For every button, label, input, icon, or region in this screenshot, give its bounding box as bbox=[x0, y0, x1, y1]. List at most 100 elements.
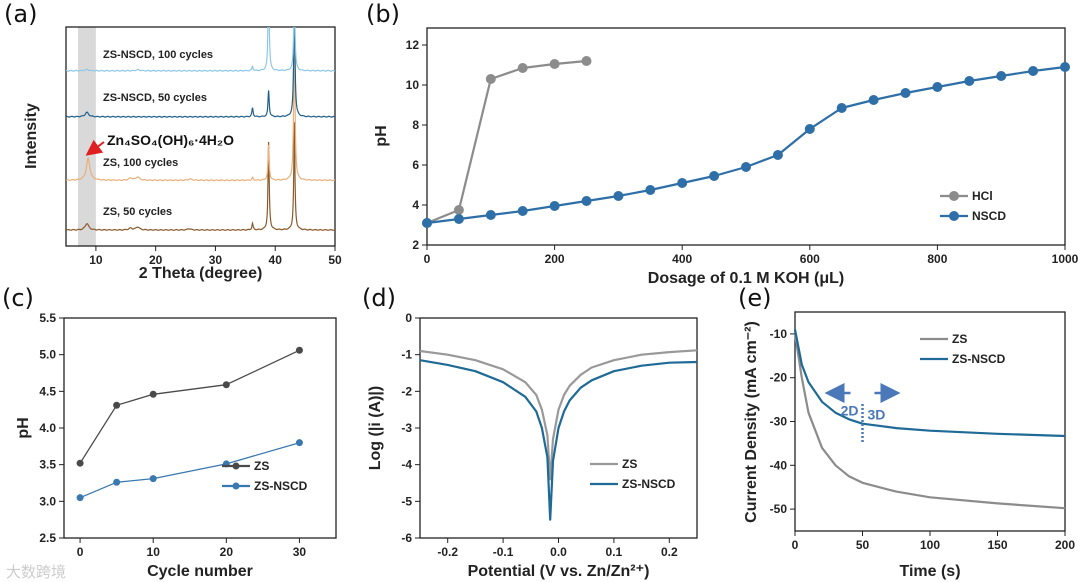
x-tick-label: 40 bbox=[269, 253, 283, 267]
y-tick-label: -6 bbox=[401, 531, 412, 545]
series-zs-nscd bbox=[76, 439, 303, 502]
series-line bbox=[419, 359, 698, 521]
data-point bbox=[113, 478, 121, 486]
y-tick-label: -20 bbox=[770, 371, 788, 385]
x-tick-label: 0.2 bbox=[661, 545, 678, 559]
x-tick-label: 0 bbox=[77, 545, 84, 559]
watermark: 大数跨境 bbox=[6, 563, 66, 581]
data-point bbox=[932, 82, 943, 92]
xrd-trace bbox=[66, 27, 335, 118]
panel-d: (d) -0.2 -0.1 0.0 0.1 0.2 -6 -5 -4 -3 -2 -1 0 Potenti… bbox=[362, 284, 698, 580]
data-point bbox=[222, 381, 230, 389]
data-point bbox=[868, 95, 879, 105]
data-point bbox=[645, 185, 656, 195]
x-axis-title: 2 Theta (degree) bbox=[139, 265, 263, 282]
data-point bbox=[836, 103, 847, 113]
data-point bbox=[709, 171, 720, 181]
legend-label: ZS-NSCD bbox=[254, 479, 308, 493]
legend-label: ZS-NSCD bbox=[622, 477, 676, 491]
xrd-trace bbox=[66, 122, 335, 231]
series-line bbox=[793, 333, 1066, 510]
legend-label: NSCD bbox=[972, 209, 1006, 223]
data-point bbox=[113, 401, 121, 409]
data-point bbox=[453, 205, 464, 215]
data-point bbox=[549, 201, 560, 211]
data-point bbox=[581, 196, 592, 206]
panel-label: (d) bbox=[362, 284, 396, 312]
series-line bbox=[793, 329, 1066, 438]
y-tick-label: 5.5 bbox=[39, 311, 56, 325]
series-hcl bbox=[422, 56, 592, 228]
series-label: ZS, 50 cycles bbox=[103, 206, 172, 218]
y-tick-label: -30 bbox=[770, 415, 788, 429]
panel-label: (a) bbox=[4, 0, 37, 28]
highlight-band bbox=[77, 27, 96, 246]
y-tick-label: -40 bbox=[770, 458, 788, 472]
x-tick-label: 0 bbox=[792, 538, 799, 552]
x-tick-label: 100 bbox=[920, 538, 940, 552]
y-axis-title: Current Density (mA cm⁻²) bbox=[743, 321, 760, 523]
y-tick-label: 5.0 bbox=[39, 348, 56, 362]
y-tick-label: 2 bbox=[412, 238, 419, 252]
data-point bbox=[677, 178, 688, 188]
data-point bbox=[422, 218, 432, 228]
y-tick-label: 3.0 bbox=[39, 494, 56, 508]
x-tick-label: 1000 bbox=[1052, 252, 1079, 266]
xrd-trace bbox=[66, 27, 335, 72]
series-zs-nscd bbox=[793, 329, 1066, 438]
x-tick-label: 150 bbox=[987, 538, 1007, 552]
legend-marker bbox=[949, 211, 959, 221]
series-zs-nscd bbox=[419, 359, 698, 521]
data-point bbox=[804, 124, 815, 134]
data-point bbox=[772, 150, 783, 160]
xrd-trace bbox=[66, 27, 335, 182]
y-tick-label: 10 bbox=[406, 78, 420, 92]
annotation-3d: 3D bbox=[868, 407, 886, 423]
panel-a: (a) 10 20 30 40 50 2 Theta (degree) Intensity ZS… bbox=[4, 0, 342, 282]
x-tick-label: 0.0 bbox=[550, 545, 567, 559]
x-tick-label: -0.2 bbox=[437, 545, 458, 559]
series-nscd bbox=[422, 62, 1070, 228]
panel-label: (b) bbox=[366, 0, 400, 28]
x-tick-label: 600 bbox=[800, 252, 820, 266]
y-tick-label: 3.5 bbox=[39, 458, 56, 472]
series-label: ZS, 100 cycles bbox=[103, 157, 178, 169]
legend-marker bbox=[232, 482, 240, 490]
x-tick-label: 30 bbox=[293, 545, 307, 559]
series-line bbox=[426, 59, 587, 225]
data-point bbox=[900, 88, 911, 98]
y-tick-label: -3 bbox=[401, 421, 412, 435]
legend-label: ZS bbox=[622, 457, 637, 471]
annotation-arrow bbox=[85, 139, 105, 156]
plot-frame bbox=[426, 27, 1066, 246]
x-axis-title: Time (s) bbox=[899, 563, 960, 580]
x-tick-label: 50 bbox=[856, 538, 870, 552]
plot-frame bbox=[65, 26, 336, 247]
y-tick-label: -10 bbox=[770, 327, 788, 341]
y-tick-label: -50 bbox=[770, 502, 788, 516]
xrd-traces bbox=[66, 27, 335, 231]
panel-label: (e) bbox=[738, 284, 772, 312]
x-tick-label: 200 bbox=[1055, 538, 1075, 552]
legend-label: ZS bbox=[254, 459, 269, 473]
y-axis-title: Intensity bbox=[23, 103, 40, 169]
data-point bbox=[1028, 66, 1039, 76]
y-tick-label: 2.5 bbox=[39, 531, 56, 545]
y-tick-label: 4 bbox=[412, 198, 419, 212]
legend-marker bbox=[232, 462, 240, 470]
x-tick-label: 50 bbox=[328, 253, 342, 267]
panel-b: (b) 0 200 400 600 800 1000 2 4 6 8 10 12 Dosage of 0.… bbox=[366, 0, 1079, 287]
series-zs bbox=[76, 346, 303, 467]
x-tick-label: 800 bbox=[927, 252, 947, 266]
y-tick-label: 8 bbox=[412, 118, 419, 132]
y-tick-label: 6 bbox=[412, 158, 419, 172]
x-tick-label: 200 bbox=[545, 252, 565, 266]
panel-e: (e) 0 50 100 150 200 -10 -20 -30 -40 -50 Time (s) Cu… bbox=[738, 284, 1075, 580]
data-point bbox=[76, 494, 84, 502]
y-tick-label: 12 bbox=[406, 38, 420, 52]
series-label: ZS-NSCD, 50 cycles bbox=[103, 92, 207, 104]
y-axis-title: Log (|i (A)|) bbox=[367, 386, 384, 470]
x-tick-label: -0.1 bbox=[493, 545, 514, 559]
data-point bbox=[613, 191, 624, 201]
